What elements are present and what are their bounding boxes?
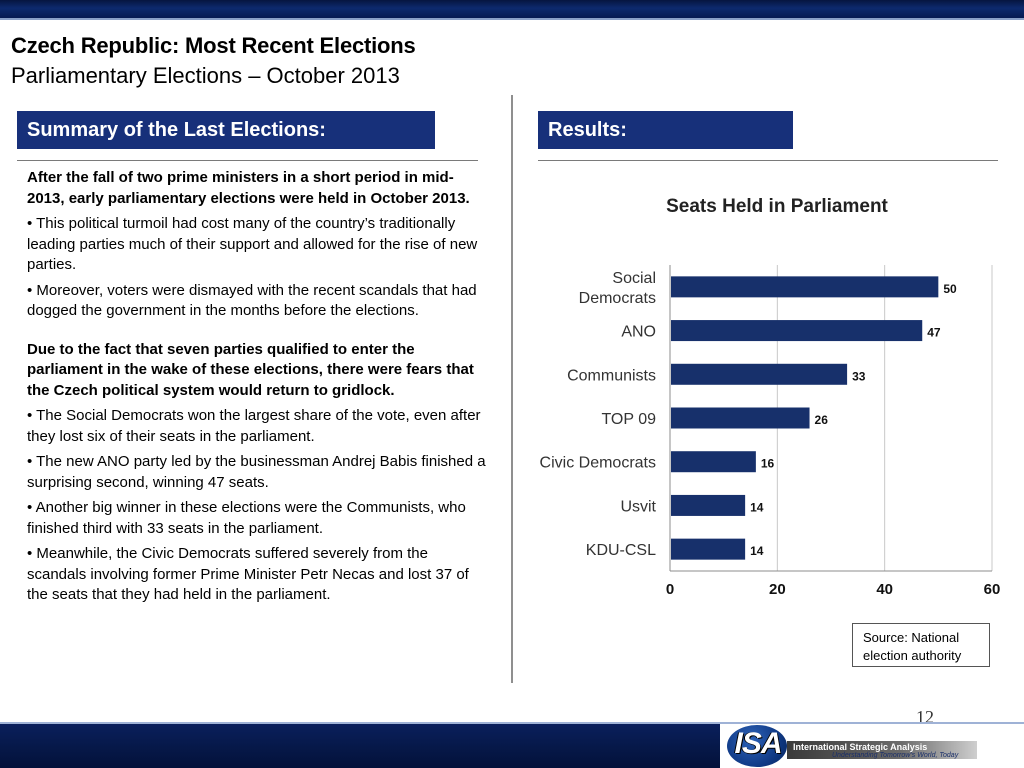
data-label: 16 [761, 457, 775, 471]
chart-title: Seats Held in Parliament [666, 196, 888, 217]
bar [671, 451, 756, 473]
logo-banner [787, 741, 977, 759]
summary-heading-rule [17, 160, 478, 161]
bar [671, 276, 939, 298]
bar [671, 320, 923, 342]
data-label: 47 [927, 326, 941, 340]
results-heading: Results: [538, 111, 793, 149]
summary-text: After the fall of two prime ministers in… [27, 168, 491, 611]
globe-icon [727, 725, 787, 767]
summary-lead-paragraph: Due to the fact that seven parties quali… [27, 340, 474, 399]
summary-bullet: • Moreover, voters were dismayed with th… [27, 281, 477, 320]
x-tick-label: 40 [876, 581, 893, 598]
category-label: TOP 09 [601, 411, 656, 428]
category-label: Communists [567, 367, 656, 384]
bar [671, 407, 810, 429]
summary-bullet: • The new ANO party led by the businessm… [27, 453, 486, 491]
x-tick-label: 20 [769, 581, 786, 598]
bar [671, 538, 746, 560]
summary-bullet: • Another big winner in these elections … [27, 499, 466, 537]
column-divider [511, 95, 513, 683]
seats-bar-chart: 0 20 40 60 50 Social Democrats 47 ANO 33 Communist… [540, 265, 1000, 598]
page-subtitle: Parliamentary Elections – October 2013 [11, 63, 400, 88]
summary-bullet: • Meanwhile, the Civic Democrats suffere… [27, 545, 469, 603]
footer-rule [0, 722, 1024, 724]
summary-heading: Summary of the Last Elections: [17, 111, 435, 149]
page-title: Czech Republic: Most Recent Elections [11, 33, 416, 58]
bar [671, 494, 746, 516]
summary-bullet: • The Social Democrats won the largest s… [27, 407, 481, 445]
category-label: Social Democrats [579, 270, 656, 307]
top-banner-rule [0, 18, 1024, 20]
data-label: 14 [750, 500, 764, 514]
summary-lead-paragraph: After the fall of two prime ministers in… [27, 169, 470, 207]
data-label: 14 [750, 544, 764, 558]
logo-tagline: Understanding Tomorrow’s World, Today [832, 752, 959, 759]
category-label: Civic Democrats [540, 455, 656, 472]
x-tick-label: 0 [666, 581, 674, 598]
results-heading-rule [538, 160, 998, 161]
category-label: Usvit [620, 498, 656, 515]
data-label: 26 [815, 413, 829, 427]
category-label: KDU-CSL [586, 542, 656, 559]
summary-bullet: • This political turmoil had cost many o… [27, 215, 478, 273]
logo-mark: ISA [734, 727, 782, 760]
category-label: ANO [621, 324, 656, 341]
logo-name: International Strategic Analysis [793, 742, 928, 752]
data-label: 33 [852, 369, 866, 383]
bar [671, 363, 848, 385]
source-note: Source: National election authority [852, 623, 990, 667]
top-banner [0, 0, 1024, 18]
data-label: 50 [943, 282, 957, 296]
x-tick-label: 60 [984, 581, 1000, 598]
